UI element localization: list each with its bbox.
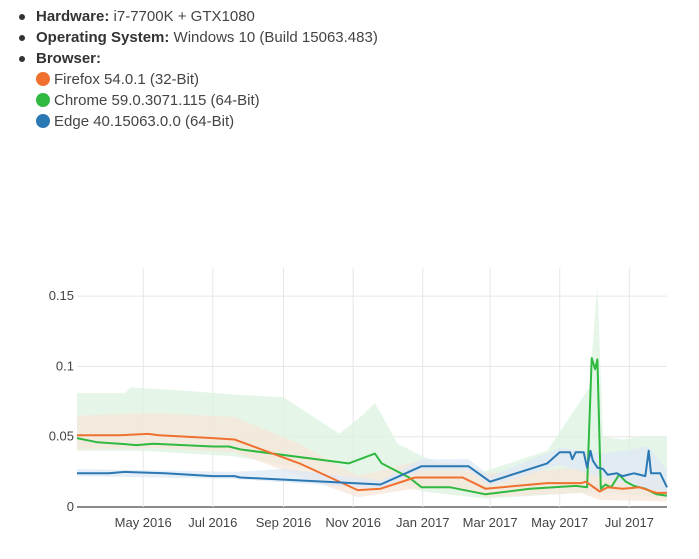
browser-chrome: Chrome 59.0.3071.115 (64-Bit) bbox=[36, 90, 378, 111]
browser-edge: Edge 40.15063.0.0 (64-Bit) bbox=[36, 111, 378, 132]
firefox-color-dot bbox=[36, 72, 50, 86]
x-tick-label: Mar 2017 bbox=[463, 515, 518, 530]
x-tick-label: Jul 2016 bbox=[188, 515, 237, 530]
os-value: Windows 10 (Build 15063.483) bbox=[173, 29, 378, 46]
series-1-line bbox=[77, 432, 667, 494]
x-tick-label: May 2016 bbox=[115, 515, 172, 530]
tick-layer: 0 0.05 0.1 0.15 May 2016 Jul 2016 Sep 2016 Nov … bbox=[49, 288, 654, 530]
spec-hardware: Hardware: i7-7700K + GTX1080 bbox=[18, 6, 378, 27]
browser-firefox-label: Firefox 54.0.1 (32-Bit) bbox=[54, 71, 200, 88]
browser-edge-label: Edge 40.15063.0.0 (64-Bit) bbox=[54, 113, 235, 130]
x-tick-label: May 2017 bbox=[531, 515, 588, 530]
chrome-color-dot bbox=[36, 93, 50, 107]
band-layer bbox=[77, 284, 667, 502]
series-1-band bbox=[77, 412, 667, 502]
spec-os: Operating System: Windows 10 (Build 1506… bbox=[18, 27, 378, 48]
browser-label: Browser: bbox=[36, 50, 102, 67]
os-label: Operating System: bbox=[36, 29, 170, 46]
x-tick-label: Nov 2016 bbox=[325, 515, 381, 530]
y-tick-label: 0.15 bbox=[49, 288, 74, 303]
hardware-value: i7-7700K + GTX1080 bbox=[113, 8, 255, 25]
edge-color-dot bbox=[36, 114, 50, 128]
y-tick-label: 0.05 bbox=[49, 429, 74, 444]
y-tick-label: 0.1 bbox=[56, 358, 74, 373]
browser-chrome-label: Chrome 59.0.3071.115 (64-Bit) bbox=[54, 92, 260, 109]
x-tick-label: Jul 2017 bbox=[605, 515, 654, 530]
browser-firefox: Firefox 54.0.1 (32-Bit) bbox=[36, 69, 378, 90]
spec-list: Hardware: i7-7700K + GTX1080 Operating S… bbox=[18, 6, 378, 132]
x-tick-label: Sep 2016 bbox=[256, 515, 312, 530]
hardware-label: Hardware: bbox=[36, 8, 110, 25]
line-layer bbox=[76, 357, 668, 497]
spec-browser: Browser: Firefox 54.0.1 (32-Bit) Chrome … bbox=[18, 48, 378, 132]
x-tick-label: Jan 2017 bbox=[396, 515, 450, 530]
series-2-line bbox=[77, 449, 668, 488]
y-tick-label: 0 bbox=[67, 499, 74, 514]
browser-list: Firefox 54.0.1 (32-Bit) Chrome 59.0.3071… bbox=[36, 69, 378, 132]
